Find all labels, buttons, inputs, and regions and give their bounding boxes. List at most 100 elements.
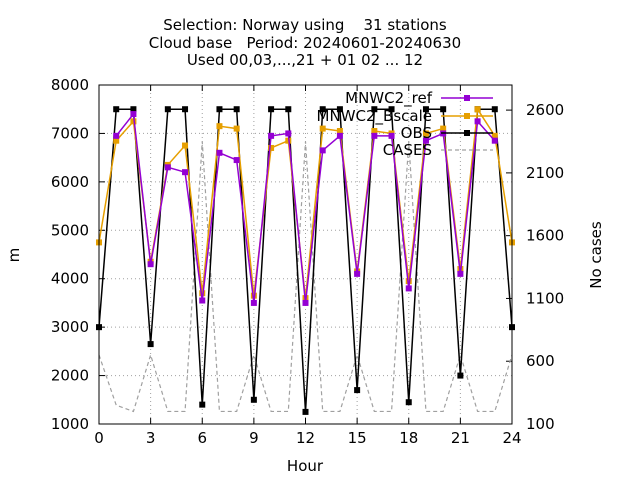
data-point-obs xyxy=(233,106,240,113)
y-tick-label: 6000 xyxy=(51,173,89,191)
data-point-obs xyxy=(250,396,257,403)
data-point-mnwc2-ref xyxy=(319,147,326,154)
data-point-mnwc2-bscale xyxy=(474,106,481,113)
data-point-mnwc2-ref xyxy=(130,111,137,118)
data-point-obs xyxy=(491,106,498,113)
data-point-obs xyxy=(268,106,275,113)
series-layer xyxy=(96,106,515,415)
data-point-mnwc2-ref xyxy=(388,132,395,139)
data-point-obs xyxy=(319,106,326,113)
legend-label-obs: OBS xyxy=(401,124,432,142)
data-point-mnwc2-ref xyxy=(422,137,429,144)
data-point-mnwc2-bscale xyxy=(371,128,378,135)
data-point-mnwc2-bscale xyxy=(216,123,223,130)
y-tick-label: 1000 xyxy=(51,415,89,433)
y2-tick-label: 1600 xyxy=(526,227,564,245)
data-point-obs xyxy=(371,106,378,113)
x-axis-label: Hour xyxy=(287,457,324,475)
data-point-mnwc2-ref xyxy=(147,261,154,268)
data-point-obs xyxy=(113,106,120,113)
data-point-mnwc2-bscale xyxy=(233,125,240,132)
series-line-cases xyxy=(98,141,513,413)
legend-marker-mnwc2-bscale xyxy=(464,113,470,119)
data-point-mnwc2-bscale xyxy=(182,142,189,149)
x-tick-label: 12 xyxy=(296,429,315,447)
legend-marker-obs xyxy=(464,130,470,136)
chart-title-line-3: Used 00,03,...,21 + 01 02 ... 12 xyxy=(187,51,423,69)
data-point-mnwc2-ref xyxy=(250,299,257,306)
y2-tick-label: 600 xyxy=(526,352,555,370)
data-point-mnwc2-bscale xyxy=(319,125,326,132)
data-point-mnwc2-bscale xyxy=(199,290,206,297)
data-point-obs xyxy=(405,399,412,406)
data-point-obs xyxy=(147,341,154,348)
data-point-obs xyxy=(422,106,429,113)
data-point-obs xyxy=(302,408,309,415)
legend-marker-mnwc2-ref xyxy=(464,95,470,101)
y2-tick-label: 100 xyxy=(526,415,555,433)
data-point-obs xyxy=(457,372,464,379)
legend-label-mnwc2-ref: MNWC2_ref xyxy=(345,89,433,108)
tick-labels: 0 3 6 9 12 15 18 21 24 1000 2000 3000 4000 5000 6000 70… xyxy=(51,76,564,447)
y-tick-label: 2000 xyxy=(51,367,89,385)
plot-frame xyxy=(98,84,513,425)
data-point-mnwc2-ref xyxy=(336,132,343,139)
data-point-mnwc2-ref xyxy=(371,132,378,139)
legend-label-cases: CASES xyxy=(383,141,432,159)
data-point-obs xyxy=(354,387,361,394)
data-point-mnwc2-ref xyxy=(354,270,361,277)
data-point-mnwc2-ref xyxy=(302,299,309,306)
y-tick-label: 7000 xyxy=(51,124,89,142)
y2-tick-label: 2600 xyxy=(526,101,564,119)
y-axis-label: m xyxy=(5,248,23,263)
data-point-mnwc2-ref xyxy=(113,132,120,139)
series-line-obs xyxy=(98,108,513,412)
y2-tick-label: 1100 xyxy=(526,289,564,307)
x-tick-label: 0 xyxy=(94,429,104,447)
y-tick-label: 4000 xyxy=(51,270,89,288)
data-point-mnwc2-ref xyxy=(457,270,464,277)
data-point-mnwc2-ref xyxy=(199,297,206,304)
data-point-mnwc2-bscale xyxy=(422,130,429,137)
x-tick-label: 24 xyxy=(502,429,521,447)
y2-tick-label: 2100 xyxy=(526,164,564,182)
data-point-obs xyxy=(164,106,171,113)
data-point-mnwc2-bscale xyxy=(113,137,120,144)
data-point-obs xyxy=(440,106,447,113)
data-point-mnwc2-bscale xyxy=(130,118,137,125)
y-tick-label: 8000 xyxy=(51,76,89,94)
data-point-obs xyxy=(182,106,189,113)
grid xyxy=(98,84,513,425)
chart-title-line-1: Selection: Norway using 31 stations xyxy=(163,16,447,34)
data-point-mnwc2-ref xyxy=(405,285,412,292)
data-point-mnwc2-bscale xyxy=(491,132,498,139)
x-tick-label: 21 xyxy=(451,429,470,447)
x-tick-label: 9 xyxy=(249,429,259,447)
data-point-mnwc2-bscale xyxy=(440,125,447,132)
data-point-mnwc2-bscale xyxy=(268,144,275,151)
data-point-obs xyxy=(130,106,137,113)
x-tick-label: 6 xyxy=(197,429,207,447)
data-point-mnwc2-ref xyxy=(285,130,292,137)
legend-label-mnwc2-bscale: MNWC2_Bscale xyxy=(317,107,432,126)
data-point-mnwc2-bscale xyxy=(336,128,343,135)
data-point-obs xyxy=(216,106,223,113)
y2-axis-label: No cases xyxy=(587,221,605,289)
x-tick-label: 3 xyxy=(146,429,156,447)
data-point-mnwc2-bscale xyxy=(405,278,412,285)
y-tick-label: 5000 xyxy=(51,221,89,239)
data-point-obs xyxy=(285,106,292,113)
data-point-mnwc2-ref xyxy=(491,137,498,144)
data-point-mnwc2-ref xyxy=(216,149,223,156)
data-point-mnwc2-ref xyxy=(268,132,275,139)
chart-title-line-2: Cloud base Period: 20240601-20240630 xyxy=(149,34,461,52)
data-point-mnwc2-ref xyxy=(474,118,481,125)
data-point-mnwc2-ref xyxy=(233,157,240,164)
data-point-obs xyxy=(199,401,206,408)
data-point-obs xyxy=(336,106,343,113)
data-point-mnwc2-ref xyxy=(164,164,171,171)
data-point-mnwc2-ref xyxy=(182,169,189,176)
data-point-obs xyxy=(388,106,395,113)
